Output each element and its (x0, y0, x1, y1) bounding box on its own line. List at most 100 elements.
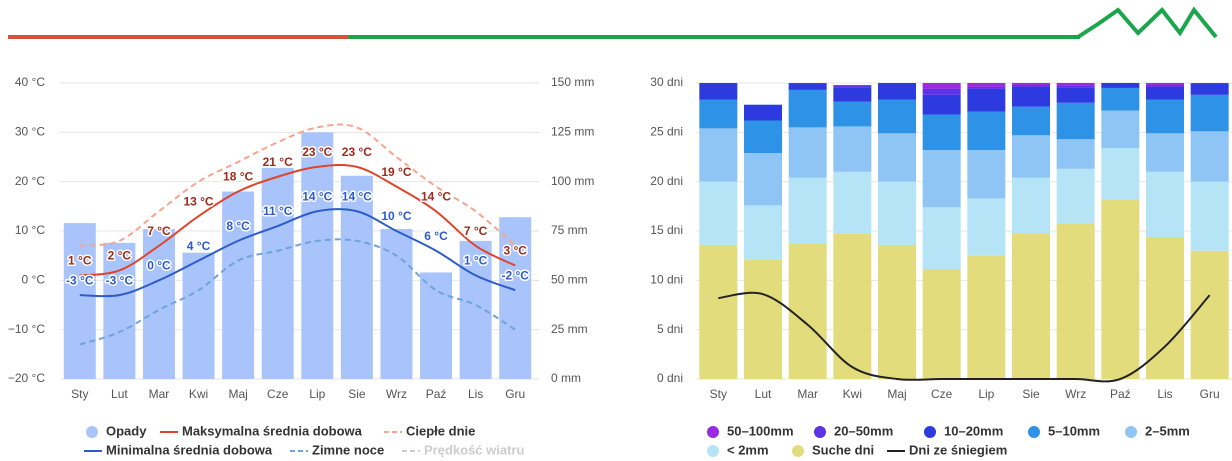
bar-segment (922, 94, 961, 115)
bar-segment (922, 207, 961, 270)
data-label: 14 °C (342, 189, 372, 203)
bar-segment (744, 259, 782, 379)
data-label: -2 °C (501, 268, 529, 282)
bar-segment (1101, 148, 1140, 200)
bar-segment (744, 153, 782, 206)
data-label: 14 °C (302, 189, 332, 203)
y-tick-label: 30 °C (15, 125, 45, 139)
legend-label: Ciepłe dnie (406, 423, 475, 438)
bar (261, 167, 294, 379)
data-label: 2 °C (108, 249, 132, 263)
legend-label: Opady (106, 423, 147, 438)
x-tick-label: Wrz (386, 387, 407, 401)
x-tick-label: Cze (267, 387, 289, 401)
bar-segment (1146, 86, 1184, 100)
x-tick-label: Mar (149, 387, 170, 401)
legend-marker (924, 426, 936, 438)
bar-segment (699, 181, 738, 245)
bar-segment (1012, 232, 1050, 379)
x-tick-label: Lut (111, 387, 128, 401)
legend-marker (707, 426, 719, 438)
bar-segment (1101, 87, 1140, 111)
bar-segment (878, 244, 916, 379)
bar-segment (1056, 139, 1095, 169)
data-label: 23 °C (302, 145, 332, 159)
y2-tick-label: 100 mm (551, 174, 594, 188)
bar-segment (788, 177, 827, 244)
legend-marker (792, 445, 804, 457)
bar-segment (1012, 135, 1050, 178)
bar (182, 252, 215, 379)
bar-segment (1146, 84, 1184, 87)
bar-segment (967, 88, 1006, 112)
y-tick-label: 40 °C (15, 75, 45, 89)
data-label: 4 °C (187, 239, 211, 253)
bar-segment (922, 114, 961, 151)
legend-label: Zimne noce (312, 442, 384, 457)
bar-segment (967, 83, 1006, 87)
series-line (718, 291, 1211, 383)
bar-segment (1190, 181, 1229, 251)
bar-segment (967, 198, 1006, 256)
data-label: -3 °C (66, 273, 94, 287)
bar-segment (1146, 83, 1184, 85)
data-label: 23 °C (342, 145, 372, 159)
bar-segment (1056, 168, 1095, 224)
bar-segment (1190, 94, 1229, 132)
legend-marker (707, 445, 719, 457)
bar (63, 223, 96, 379)
bar-segment (833, 171, 872, 234)
bar-segment (699, 244, 738, 379)
bar (499, 217, 532, 379)
legend-marker (86, 426, 98, 438)
bar (301, 132, 334, 379)
bar-segment (922, 88, 961, 95)
series-line (79, 208, 516, 298)
x-tick-label: Sty (71, 387, 88, 401)
bar-segment (833, 101, 872, 127)
bar-segment (967, 86, 1006, 89)
data-label: 13 °C (183, 194, 213, 208)
bar-segment (833, 84, 872, 86)
bar-segment (1012, 106, 1050, 136)
legend-marker (1125, 426, 1137, 438)
y2-tick-label: 150 mm (551, 75, 594, 89)
bar-segment (1101, 199, 1140, 379)
data-label: -3 °C (106, 273, 134, 287)
y-tick-label: 25 dni (650, 125, 683, 139)
bar-segment (833, 87, 872, 102)
legend-label: Maksymalna średnia dobowa (182, 423, 363, 438)
legend-label: 5–10mm (1048, 423, 1100, 438)
x-tick-label: Kwi (189, 387, 208, 401)
legend-marker (1028, 426, 1040, 438)
data-label: 21 °C (263, 155, 293, 169)
x-tick-label: Lut (755, 387, 772, 401)
y-tick-label: 5 dni (657, 322, 683, 336)
bar-segment (1146, 171, 1184, 237)
legend-label: 50–100mm (727, 423, 794, 438)
mountain-logo (1076, 6, 1218, 39)
bar-segment (699, 128, 738, 182)
x-tick-label: Lip (978, 387, 994, 401)
x-tick-label: Paź (1110, 387, 1131, 401)
bar-segment (1056, 87, 1095, 103)
legend-label: Minimalna średnia dobowa (106, 442, 273, 457)
bar-segment (1056, 85, 1095, 88)
legend-label: Dni ze śniegiem (909, 442, 1007, 457)
x-tick-label: Sie (1022, 387, 1040, 401)
bar-segment (1056, 83, 1095, 86)
legend-label: 2–5mm (1145, 423, 1190, 438)
data-label: 18 °C (223, 170, 253, 184)
legend-label: 10–20mm (944, 423, 1003, 438)
x-tick-label: Lip (309, 387, 325, 401)
data-label: 7 °C (464, 224, 488, 238)
bar-segment (1012, 177, 1050, 233)
y-tick-label: 10 °C (15, 223, 45, 237)
series-line (79, 123, 516, 247)
bar-segment (1146, 236, 1184, 379)
data-label: 14 °C (421, 189, 451, 203)
data-label: 8 °C (226, 219, 250, 233)
y2-tick-label: 0 mm (551, 371, 581, 385)
bar-segment (878, 83, 916, 100)
bar-segment (699, 99, 738, 129)
